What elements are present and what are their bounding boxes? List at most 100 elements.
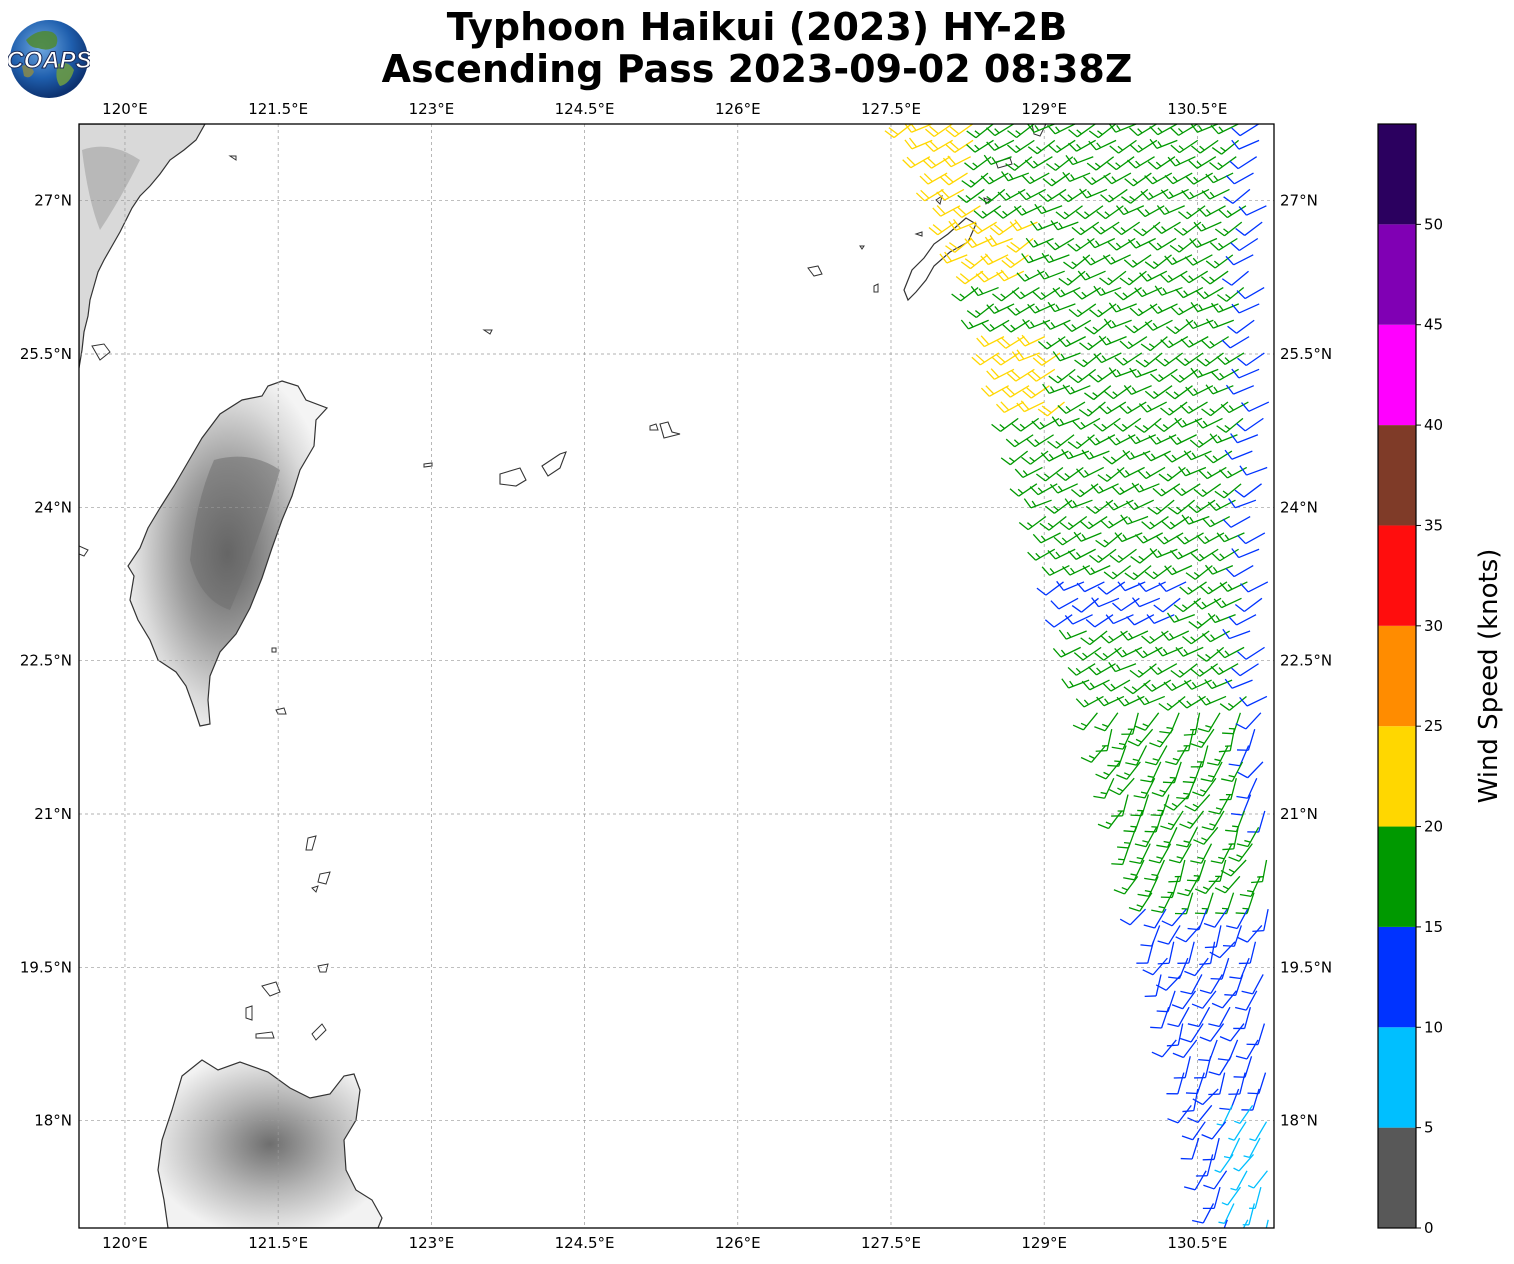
wind-barb — [1129, 663, 1157, 678]
wind-barb — [1190, 301, 1219, 313]
wind-barb — [1179, 581, 1207, 595]
colorbar-tick-label: 10 — [1424, 1018, 1443, 1036]
wind-barb — [1013, 205, 1042, 216]
wind-barb — [1164, 172, 1193, 185]
wind-barb — [1210, 302, 1240, 313]
wind-barb — [1187, 1104, 1213, 1124]
wind-barb — [1093, 417, 1121, 432]
wind-barb — [1201, 188, 1230, 200]
wind-barb — [1049, 483, 1078, 494]
wind-barb — [1134, 532, 1164, 544]
wind-barb — [1220, 401, 1249, 414]
wind-barb — [1009, 483, 1038, 497]
wind-barb — [1099, 270, 1127, 286]
wind-barb — [1181, 514, 1210, 525]
wind-barb — [1202, 1186, 1221, 1210]
wind-barb — [1137, 581, 1166, 593]
coaps-logo: COAPS — [8, 20, 90, 98]
wind-barb — [1172, 1039, 1198, 1059]
wind-barb — [1067, 139, 1096, 152]
wind-barb — [1105, 499, 1134, 511]
lat-tick-label-left: 27°N — [34, 192, 72, 210]
wind-barb — [997, 188, 1026, 201]
wind-barb — [1001, 254, 1029, 269]
wind-barb — [1102, 450, 1131, 465]
wind-barb — [1231, 303, 1260, 314]
wind-barb — [1211, 139, 1240, 155]
wind-barb — [1133, 777, 1156, 799]
wind-barb — [992, 287, 1020, 302]
wind-barb — [1022, 318, 1051, 330]
wind-barb — [1149, 728, 1174, 748]
islet — [859, 245, 865, 250]
wind-barb — [1249, 1121, 1268, 1142]
wind-barb — [1190, 367, 1219, 378]
wind-barb — [1180, 336, 1209, 348]
wind-barb — [1124, 319, 1153, 334]
wind-barb — [1073, 531, 1102, 542]
islet — [873, 283, 879, 293]
wind-barb — [1139, 270, 1168, 282]
colorbar-bin — [1378, 1127, 1416, 1228]
islet — [649, 423, 659, 431]
wind-barb — [925, 124, 953, 138]
wind-barb — [1064, 614, 1093, 625]
wind-barb — [1242, 1219, 1249, 1228]
wind-barb — [1166, 612, 1195, 623]
wind-barb — [1151, 777, 1176, 797]
wind-barb — [1093, 777, 1115, 799]
wind-barb — [1180, 1023, 1204, 1043]
wind-barb — [1149, 303, 1178, 314]
miyako-island — [499, 467, 527, 487]
wind-barb — [1199, 581, 1228, 595]
islet — [255, 1031, 275, 1039]
colorbar-tick-label: 0 — [1424, 1219, 1434, 1237]
wind-barb — [1184, 957, 1209, 977]
wind-barb — [1165, 319, 1194, 335]
wind-barb — [1088, 124, 1117, 139]
islet — [311, 885, 319, 893]
wind-barb — [1096, 205, 1124, 220]
wind-barb — [1173, 221, 1202, 236]
wind-barb — [1111, 794, 1129, 817]
wind-barb — [1071, 597, 1099, 613]
wind-barb — [1163, 450, 1192, 463]
wind-barb — [1190, 843, 1213, 864]
wind-barb — [1119, 908, 1147, 926]
wind-barb — [1216, 352, 1245, 366]
map-frame — [78, 123, 1275, 1229]
wind-barb — [1225, 172, 1254, 185]
wind-barb — [1091, 597, 1120, 608]
wind-barb — [915, 188, 944, 202]
lat-tick-label-right: 24°N — [1280, 498, 1318, 516]
wind-barb — [1143, 679, 1172, 692]
wind-barb — [1160, 630, 1190, 641]
wind-barb — [1006, 237, 1034, 253]
wind-barb — [1175, 532, 1204, 545]
wind-barb — [1032, 352, 1061, 366]
wind-barb — [1093, 352, 1122, 364]
islet — [659, 421, 681, 439]
wind-barb — [1100, 630, 1128, 644]
wind-barb — [922, 156, 951, 169]
wind-barb — [948, 218, 977, 231]
wind-barb — [1147, 499, 1175, 515]
lon-tick-label-top: 124.5°E — [555, 100, 615, 118]
wind-barb — [1100, 515, 1128, 529]
wind-barb — [1161, 515, 1190, 530]
wind-barb — [1077, 270, 1106, 281]
wind-barb — [1236, 286, 1265, 300]
lon-tick-label-top: 120°E — [102, 100, 148, 118]
wind-barb — [1208, 794, 1231, 815]
wind-barb — [1203, 1170, 1228, 1190]
wind-barb — [1067, 237, 1095, 252]
wind-barb — [1076, 581, 1105, 593]
wind-barb — [1151, 1039, 1177, 1058]
wind-barb — [1224, 449, 1253, 460]
wind-barb — [1156, 990, 1176, 1013]
wind-barb — [1209, 156, 1237, 171]
wind-barb — [1083, 172, 1111, 186]
longitude-tick-labels: 120°E 120°E 121.5°E 121.5°E 123°E 123°E 124.5°… — [102, 100, 1227, 1252]
islet — [245, 1005, 253, 1021]
wind-barb — [1134, 712, 1160, 731]
